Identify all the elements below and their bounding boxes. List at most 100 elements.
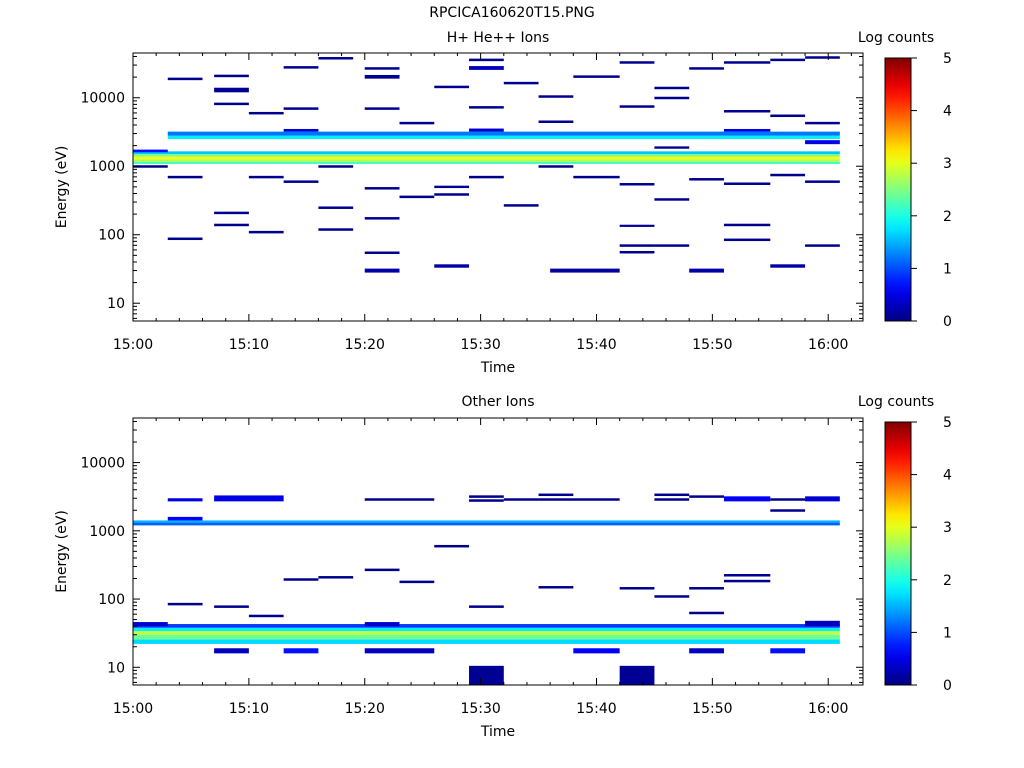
heatmap-cell	[167, 516, 203, 521]
heatmap-line	[538, 95, 574, 98]
heatmap-line	[538, 498, 620, 501]
heatmap-line	[364, 187, 400, 190]
heatmap-cell	[364, 622, 400, 627]
heatmap-line	[654, 96, 690, 100]
heatmap-line	[723, 110, 771, 113]
y-tick-label: 100	[98, 228, 125, 244]
heatmap-line	[469, 106, 504, 109]
heatmap-cell	[770, 648, 806, 654]
heatmap-cell	[723, 496, 771, 502]
heatmap-cell	[167, 131, 840, 136]
x-tick-label: 15:20	[345, 701, 385, 717]
heatmap-line	[503, 81, 539, 85]
heatmap-line	[364, 251, 400, 255]
heatmap-cell	[689, 648, 724, 654]
heatmap-cell	[469, 66, 504, 70]
x-tick-label: 15:50	[692, 337, 732, 353]
heatmap-line	[318, 576, 354, 579]
heatmap-line	[214, 102, 249, 106]
heatmap-cell	[133, 154, 840, 157]
colorbar-tick-label: 5	[943, 415, 952, 431]
colorbar	[884, 57, 912, 322]
colorbar-tick-label: 3	[943, 520, 952, 536]
heatmap-line	[689, 495, 724, 498]
heatmap-cell	[364, 648, 435, 654]
colorbar	[884, 421, 912, 686]
y-tick-label: 10000	[80, 456, 125, 472]
heatmap-line	[283, 107, 319, 110]
heatmap-line	[805, 56, 840, 59]
heatmap-line	[619, 244, 655, 247]
heatmap-line	[248, 175, 284, 179]
heatmap-line	[434, 193, 470, 196]
heatmap-cell	[469, 665, 504, 685]
colorbar-tick-label: 0	[943, 314, 952, 330]
heatmap-cell	[214, 87, 249, 93]
heatmap-cell	[619, 224, 655, 227]
y-axis-label: Energy (eV)	[54, 146, 70, 229]
heatmap-cell	[133, 622, 168, 627]
heatmap-line	[399, 121, 435, 125]
heatmap-line	[469, 605, 504, 608]
heatmap-cell	[805, 620, 840, 627]
heatmap-cell	[770, 264, 806, 268]
x-tick-label: 15:00	[113, 337, 153, 353]
colorbar-tick-label: 3	[943, 156, 952, 172]
heatmap-cell	[689, 268, 724, 273]
x-tick-label: 15:10	[229, 337, 269, 353]
y-tick-label: 10	[107, 296, 125, 312]
heatmap-line	[805, 180, 840, 183]
heatmap-cell	[133, 627, 840, 632]
heatmap-cell	[654, 146, 690, 149]
heatmap-line	[167, 237, 203, 241]
colorbar-tick-label: 2	[943, 573, 952, 589]
plot-frame	[132, 417, 864, 686]
heatmap-line	[723, 61, 771, 64]
heatmap-cell	[364, 74, 400, 79]
heatmap-line	[469, 499, 504, 502]
heatmap-line	[654, 198, 690, 201]
heatmap-line	[434, 85, 470, 89]
heatmap-cell	[805, 140, 840, 145]
heatmap-line	[805, 121, 840, 125]
heatmap-cell	[723, 128, 771, 132]
y-tick-label: 10	[107, 660, 125, 676]
heatmap-line	[573, 75, 620, 78]
heatmap-line	[689, 611, 724, 615]
heatmap-line	[167, 175, 203, 179]
heatmap-line	[364, 107, 400, 110]
heatmap-line	[214, 74, 249, 78]
heatmap-line	[654, 244, 690, 247]
colorbar-tick-label: 0	[943, 678, 952, 694]
heatmap-line	[689, 67, 724, 70]
heatmap-line	[469, 58, 504, 62]
y-tick-label: 1000	[89, 159, 125, 175]
x-tick-label: 15:30	[460, 701, 500, 717]
heatmap-line	[434, 544, 470, 548]
heatmap-line	[214, 211, 249, 215]
heatmap-cell	[469, 128, 504, 132]
heatmap-cell	[133, 522, 840, 526]
heatmap-line	[469, 175, 504, 179]
heatmap-cell	[167, 135, 840, 139]
x-tick-label: 15:20	[345, 337, 385, 353]
x-tick-label: 15:10	[229, 701, 269, 717]
heatmap-line	[503, 204, 539, 207]
colorbar-tick-label: 5	[943, 51, 952, 67]
heatmap-cell	[214, 648, 249, 654]
heatmap-line	[770, 509, 806, 512]
heatmap-cell	[550, 268, 620, 273]
heatmap-line	[538, 120, 574, 123]
heatmap-line	[167, 602, 203, 606]
heatmap-line	[364, 498, 435, 501]
x-tick-label: 16:00	[808, 337, 848, 353]
x-tick-label: 15:40	[576, 337, 616, 353]
heatmap-line	[654, 86, 690, 90]
y-tick-label: 1000	[89, 524, 125, 540]
x-tick-label: 15:30	[460, 337, 500, 353]
heatmap-cell	[133, 639, 840, 644]
heatmap-cell	[133, 161, 840, 164]
panel-title: H+ He++ Ions	[447, 30, 550, 46]
